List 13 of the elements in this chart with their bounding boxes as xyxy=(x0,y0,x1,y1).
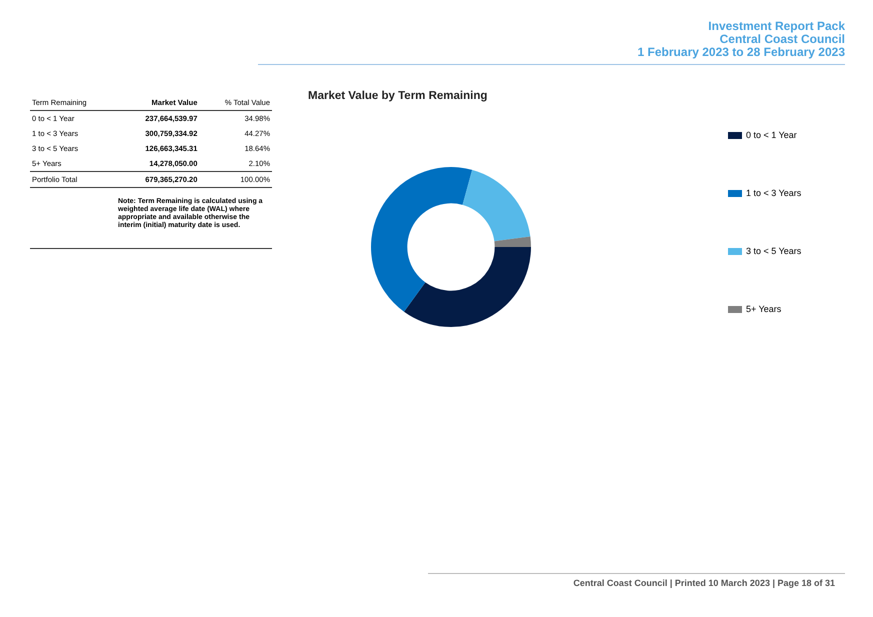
legend-label: 5+ Years xyxy=(746,304,782,314)
text: Central Coast Council xyxy=(718,32,845,46)
donut-slice xyxy=(462,170,530,242)
donut-slice xyxy=(494,236,531,247)
donut-slice xyxy=(404,247,531,327)
donut-slice xyxy=(371,167,472,312)
legend-label: 1 to < 3 Years xyxy=(746,188,802,198)
legend-label: 3 to < 5 Years xyxy=(746,246,802,256)
legend-label: 0 to < 1 Year xyxy=(746,130,797,140)
text: 1 February 2023 to 28 February 2023 xyxy=(638,45,845,59)
text: Investment Report Pack xyxy=(707,19,845,33)
chart-title: Market Value by Term Remaining xyxy=(308,90,488,102)
text: Central Coast Council | Printed 10 March 2023 | Page 18 of 31 xyxy=(573,578,835,588)
